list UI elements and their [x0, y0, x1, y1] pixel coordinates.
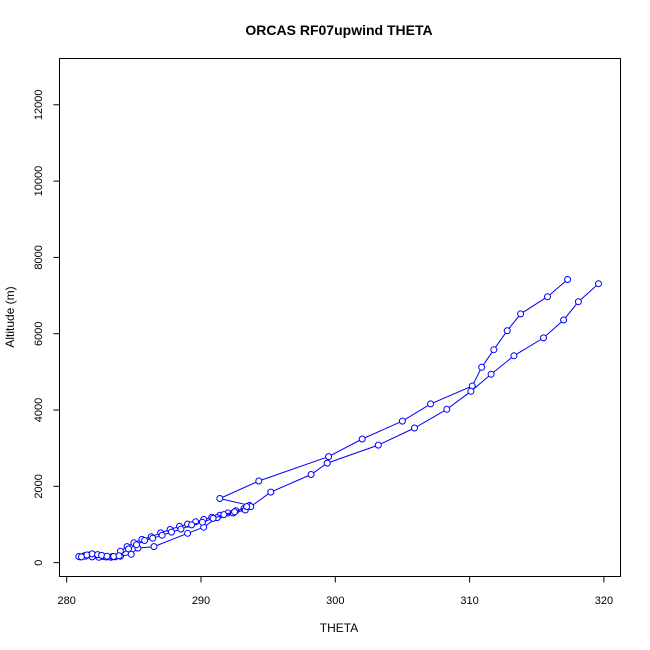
plot-frame — [59, 58, 621, 577]
data-point — [325, 453, 333, 461]
data-point — [150, 543, 158, 551]
data-point — [220, 511, 228, 519]
data-point — [323, 459, 331, 467]
x-tick-label: 290 — [192, 595, 210, 607]
data-point — [443, 405, 451, 413]
series — [76, 276, 572, 561]
data-point — [560, 316, 568, 324]
data-point — [168, 528, 175, 536]
y-axis: 0 2000 4000 6000 8000 10000 12000 — [33, 89, 60, 566]
data-point — [188, 521, 196, 529]
data-point — [127, 550, 135, 558]
data-point — [149, 534, 157, 542]
data-point — [487, 370, 495, 378]
series — [78, 503, 251, 561]
chart-title: ORCAS RF07upwind THETA — [245, 22, 432, 38]
y-tick-label: 6000 — [33, 321, 45, 345]
y-tick-label: 8000 — [33, 245, 45, 269]
data-point — [307, 471, 315, 478]
series — [75, 280, 602, 561]
data-point — [141, 537, 149, 544]
data-point — [544, 293, 551, 301]
data-point — [398, 417, 406, 425]
x-tick-label: 280 — [58, 595, 76, 607]
data-point — [133, 541, 140, 549]
data-point — [374, 441, 382, 449]
data-point — [231, 508, 239, 516]
data-point — [490, 346, 498, 354]
data-point — [243, 503, 251, 511]
data-point — [267, 488, 275, 496]
data-point — [574, 298, 582, 306]
x-tick-label: 300 — [326, 595, 344, 607]
y-tick-label: 4000 — [33, 398, 45, 422]
y-tick-label: 2000 — [33, 474, 45, 498]
data-point — [517, 310, 525, 318]
data-point — [358, 435, 366, 443]
data-point — [184, 529, 192, 537]
data-point — [103, 552, 111, 560]
y-axis-label: Altitude (m) — [3, 286, 17, 347]
data-point — [427, 400, 435, 408]
y-tick-label: 12000 — [33, 89, 45, 120]
data-point — [478, 363, 486, 371]
x-axis: 280 290 300 310 320 — [58, 576, 613, 607]
series-line — [79, 279, 568, 558]
data-point — [115, 552, 123, 560]
data-point — [467, 387, 475, 395]
data-point — [540, 334, 547, 342]
series-layer — [75, 276, 602, 561]
series-line — [78, 283, 599, 558]
data-point — [177, 525, 185, 533]
data-point — [255, 477, 263, 485]
y-tick-label: 10000 — [33, 166, 45, 197]
data-point — [595, 280, 602, 288]
data-point — [198, 518, 206, 526]
data-point — [158, 531, 166, 539]
y-tick-label: 0 — [33, 560, 45, 566]
data-point — [411, 424, 418, 432]
x-tick-label: 320 — [595, 595, 613, 607]
data-point — [503, 327, 511, 335]
x-tick-label: 310 — [460, 595, 478, 607]
x-axis-label: THETA — [320, 621, 358, 635]
data-point — [510, 352, 518, 360]
data-point — [564, 276, 572, 283]
data-point — [125, 545, 132, 553]
data-point — [216, 495, 224, 502]
data-point — [209, 514, 217, 522]
